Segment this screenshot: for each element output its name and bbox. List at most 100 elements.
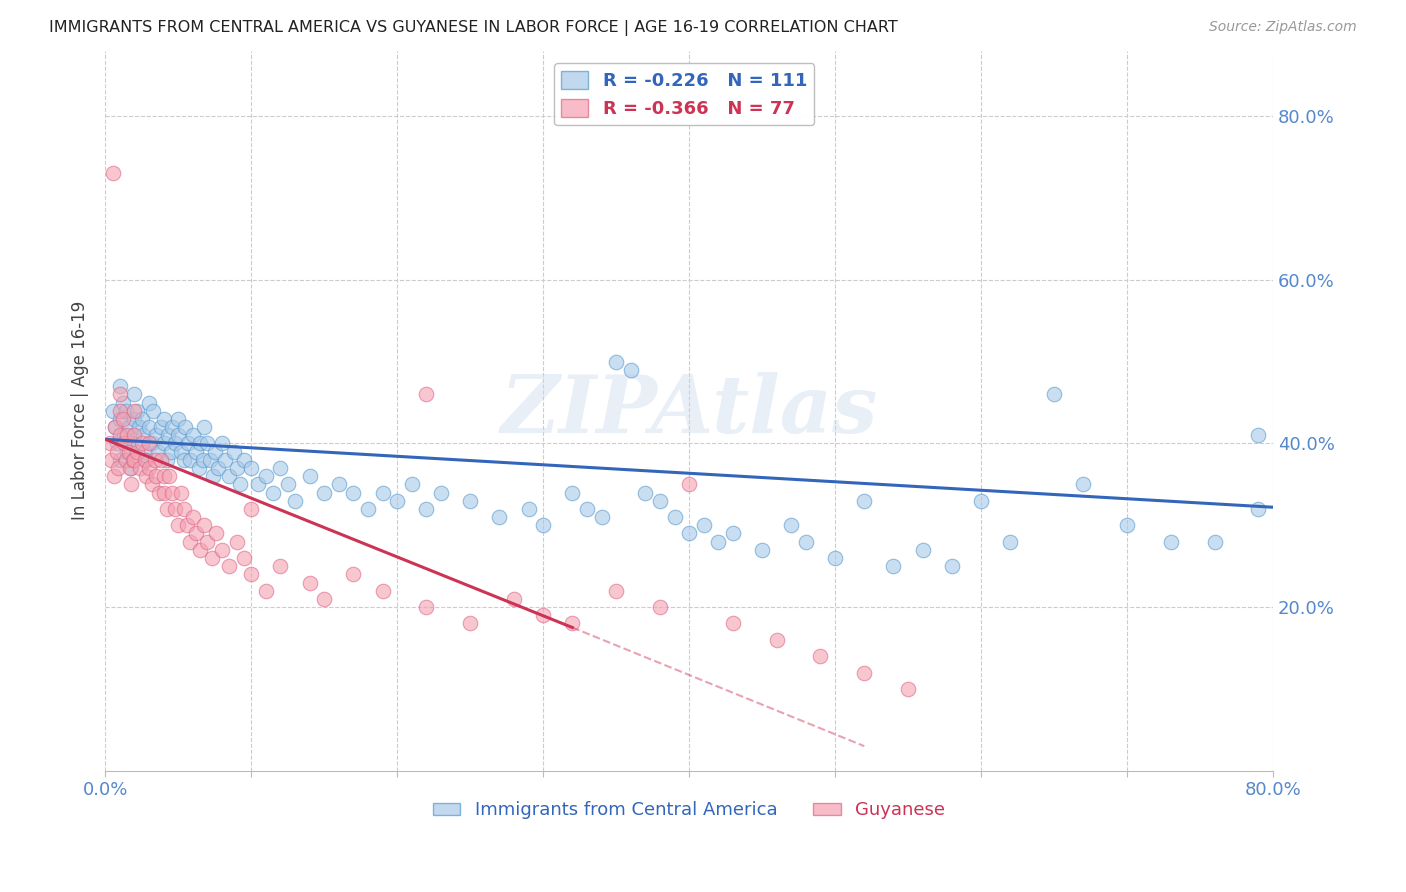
Point (143, 452, 166, 467)
Point (200, 452, 222, 467)
Point (240, 461, 263, 475)
Point (664, 510, 686, 524)
Point (134, 444, 156, 458)
Point (314, 591, 336, 606)
Text: IMMIGRANTS FROM CENTRAL AMERICA VS GUYANESE IN LABOR FORCE | AGE 16-19 CORRELATI: IMMIGRANTS FROM CENTRAL AMERICA VS GUYAN… (49, 20, 898, 36)
Point (205, 526, 228, 541)
Text: Source: ZipAtlas.com: Source: ZipAtlas.com (1209, 20, 1357, 34)
Point (145, 469, 167, 483)
Point (105, 444, 128, 458)
Point (193, 420, 215, 434)
Point (240, 567, 263, 582)
Point (141, 477, 163, 491)
Point (162, 420, 184, 434)
Point (176, 518, 198, 533)
Point (503, 591, 526, 606)
Point (124, 403, 146, 417)
Point (145, 428, 167, 442)
Point (385, 493, 408, 508)
Point (118, 461, 141, 475)
Point (188, 436, 211, 450)
Point (187, 461, 209, 475)
Point (678, 477, 700, 491)
Point (107, 461, 129, 475)
Point (146, 444, 169, 458)
Point (181, 510, 204, 524)
Point (211, 436, 233, 450)
Point (269, 461, 291, 475)
Legend: Immigrants from Central America, Guyanese: Immigrants from Central America, Guyanes… (426, 794, 952, 827)
Point (707, 534, 730, 549)
Point (135, 469, 157, 483)
Point (197, 534, 219, 549)
Point (103, 469, 125, 483)
Point (254, 583, 277, 598)
Point (721, 526, 744, 541)
Point (222, 444, 245, 458)
Point (794, 534, 817, 549)
Point (111, 412, 134, 426)
Point (115, 428, 138, 442)
Point (128, 420, 150, 434)
Point (277, 477, 299, 491)
Point (121, 461, 143, 475)
Point (298, 469, 321, 483)
Point (262, 485, 284, 500)
Point (127, 444, 149, 458)
Point (970, 493, 993, 508)
Point (100, 452, 122, 467)
Point (108, 379, 131, 393)
Point (269, 559, 291, 574)
Point (108, 387, 131, 401)
Point (591, 510, 613, 524)
Point (135, 452, 157, 467)
Point (415, 501, 437, 516)
Point (122, 452, 145, 467)
Point (218, 559, 240, 574)
Point (177, 436, 200, 450)
Point (298, 575, 321, 590)
Point (131, 412, 153, 426)
Point (108, 403, 131, 417)
Point (531, 518, 554, 533)
Point (117, 420, 139, 434)
Point (104, 420, 127, 434)
Point (1247, 428, 1270, 442)
Point (114, 403, 136, 417)
Point (911, 542, 934, 557)
Point (328, 477, 350, 491)
Point (132, 428, 155, 442)
Point (605, 583, 627, 598)
Point (179, 534, 201, 549)
Point (765, 632, 787, 647)
Point (207, 461, 229, 475)
Point (634, 485, 657, 500)
Point (131, 436, 153, 450)
Y-axis label: In Labor Force | Age 16-19: In Labor Force | Age 16-19 (72, 301, 89, 520)
Point (371, 485, 394, 500)
Point (165, 436, 187, 450)
Point (156, 428, 179, 442)
Point (284, 493, 307, 508)
Point (430, 485, 453, 500)
Point (488, 510, 510, 524)
Point (458, 493, 481, 508)
Point (415, 600, 437, 615)
Point (98, 436, 121, 450)
Point (882, 559, 904, 574)
Point (561, 616, 583, 631)
Point (108, 412, 131, 426)
Point (342, 485, 364, 500)
Point (138, 436, 160, 450)
Point (191, 452, 214, 467)
Point (218, 469, 240, 483)
Point (162, 485, 184, 500)
Point (138, 420, 160, 434)
Point (1116, 518, 1139, 533)
Point (101, 403, 124, 417)
Point (517, 501, 540, 516)
Point (810, 649, 832, 664)
Point (458, 616, 481, 631)
Point (149, 420, 172, 434)
Point (179, 452, 201, 467)
